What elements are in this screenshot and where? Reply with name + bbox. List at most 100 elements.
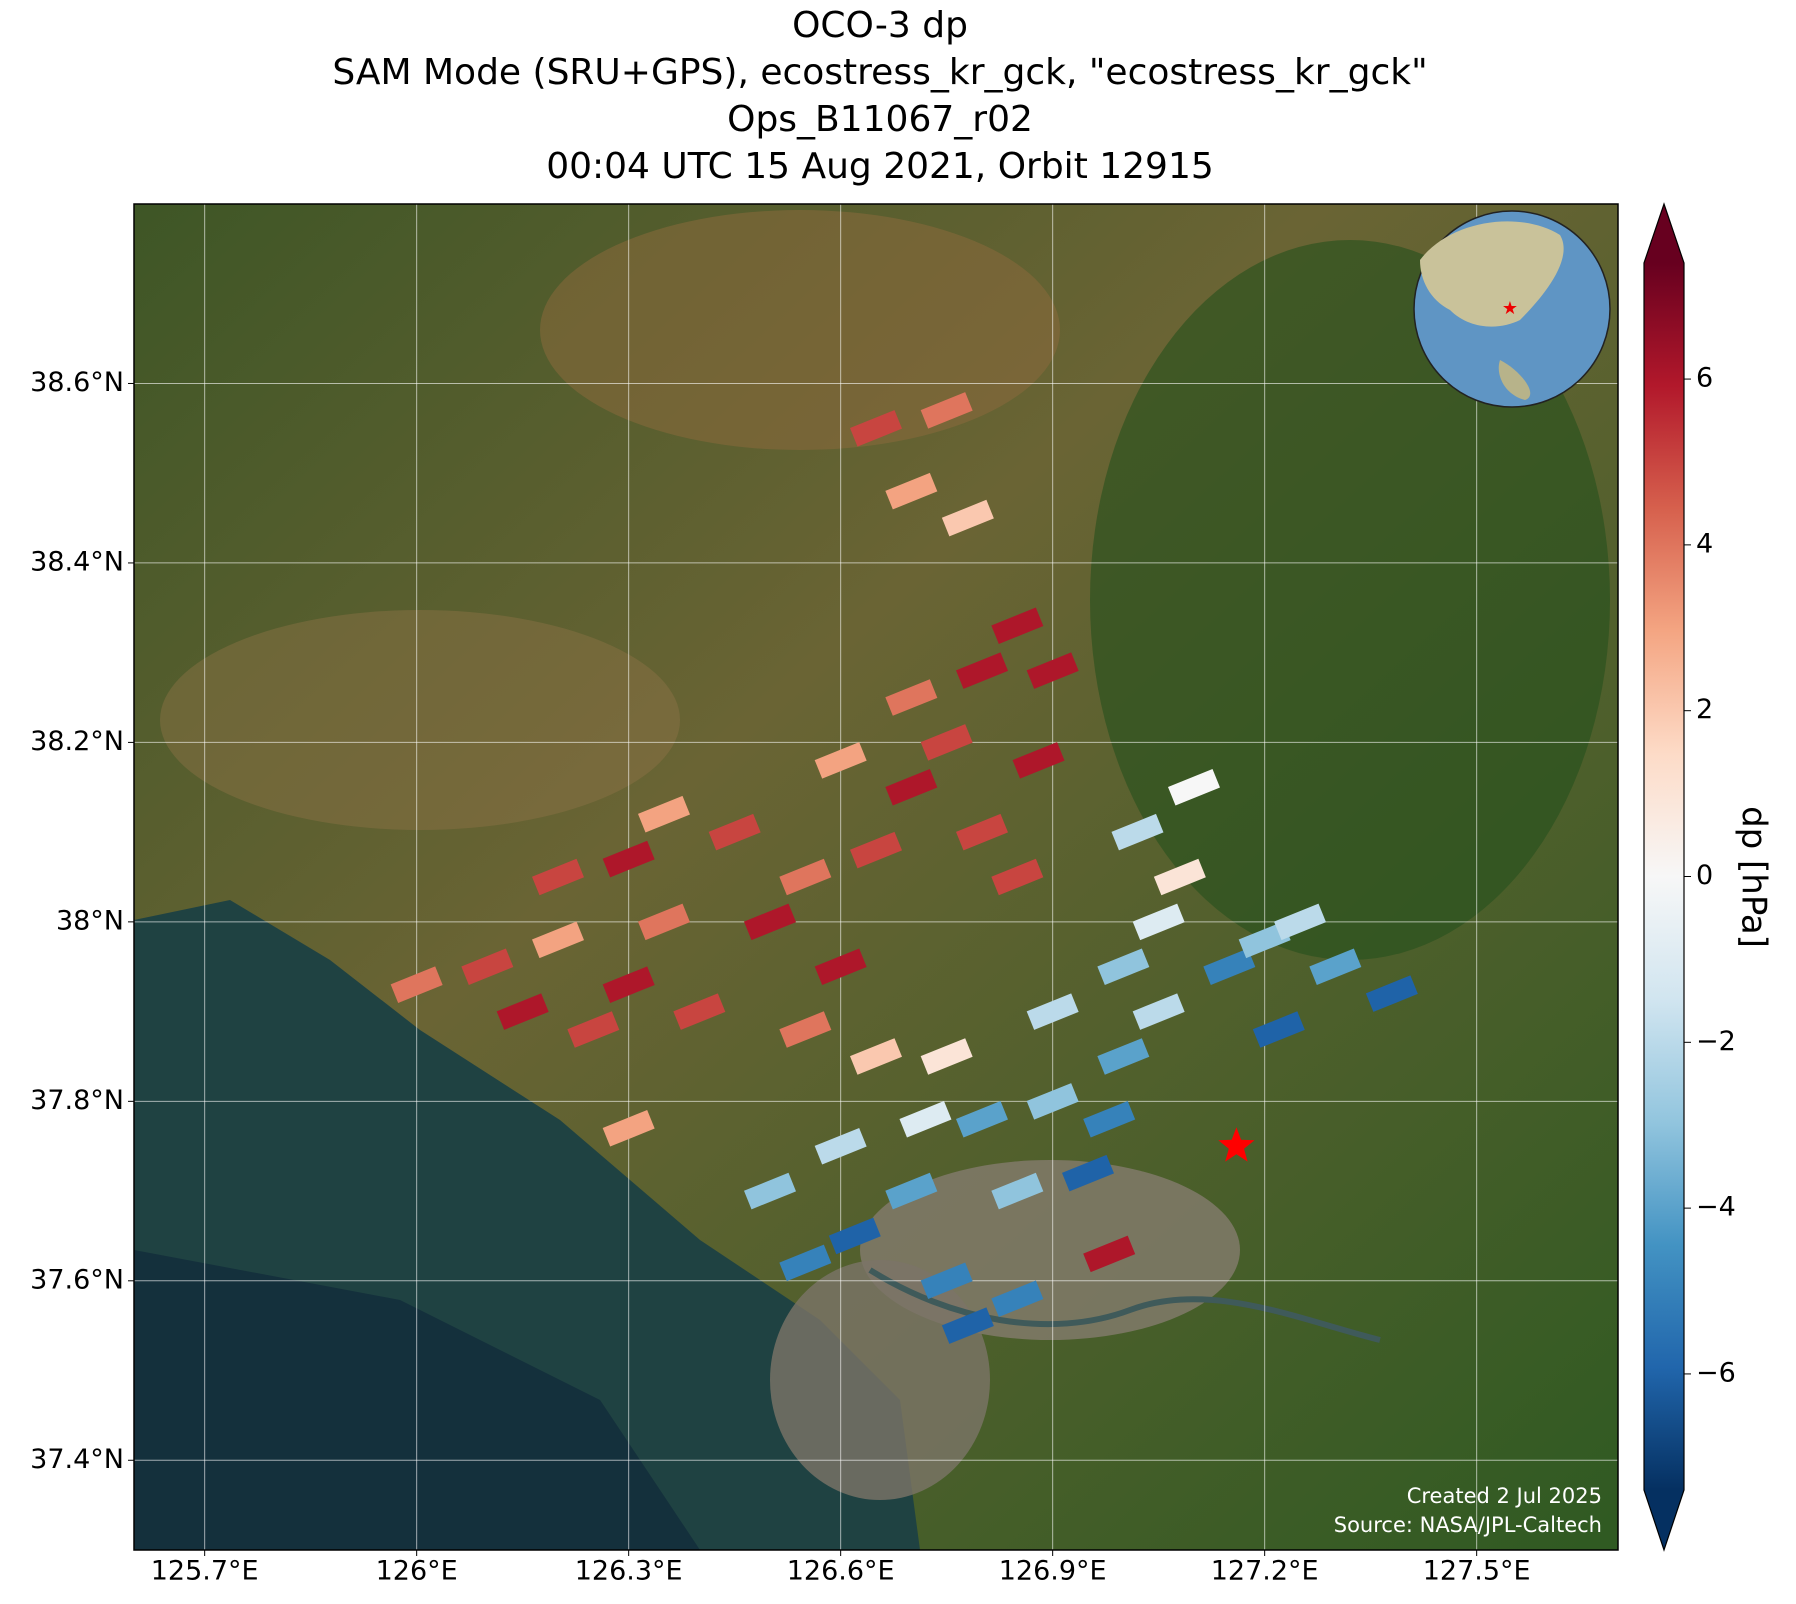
sounding	[638, 795, 690, 833]
sounding	[991, 1280, 1044, 1318]
sounding	[1203, 948, 1256, 985]
soundings	[390, 392, 1418, 1344]
sounding	[1097, 1038, 1150, 1075]
sounding	[828, 1217, 881, 1255]
sounding	[1026, 1083, 1079, 1120]
x-tick-label: 125.7°E	[151, 1556, 259, 1587]
sounding	[779, 1011, 832, 1048]
sounding	[885, 1172, 938, 1210]
colorbar-tick-label: −2	[1696, 1026, 1736, 1057]
y-tick-label: 37.8°N	[30, 1085, 124, 1116]
x-tick-label: 126.6°E	[787, 1556, 895, 1587]
sounding	[920, 1038, 973, 1075]
sounding	[567, 1011, 620, 1048]
x-tick-label: 127.2°E	[1211, 1556, 1319, 1587]
sounding	[956, 813, 1008, 851]
sounding	[496, 993, 549, 1030]
sounding	[885, 769, 938, 806]
sounding	[1309, 948, 1362, 985]
sounding	[390, 966, 443, 1003]
colorbar-extend-bottom	[1644, 1490, 1684, 1550]
sounding	[941, 1307, 994, 1344]
sounding	[532, 858, 584, 896]
sounding	[920, 1262, 973, 1300]
sounding	[602, 840, 655, 878]
sounding	[991, 607, 1044, 645]
sounding	[638, 903, 690, 941]
y-tick-label: 38.6°N	[30, 367, 124, 398]
sounding	[941, 499, 994, 537]
sounding	[956, 652, 1008, 689]
sounding	[850, 1038, 902, 1075]
colorbar-tick-label: 4	[1696, 528, 1713, 559]
sounding	[850, 831, 902, 869]
x-tick-label: 126.3°E	[575, 1556, 683, 1587]
target-marker	[1218, 1127, 1255, 1162]
basemap	[134, 204, 1618, 1550]
sounding	[779, 858, 832, 896]
colorbar-outline	[1643, 202, 1685, 1552]
colorbar-tick-label: −4	[1696, 1192, 1736, 1223]
title-line: OCO-3 dp	[792, 5, 968, 46]
sounding	[532, 921, 584, 959]
sounding	[814, 742, 867, 779]
title-line: 00:04 UTC 15 Aug 2021, Orbit 12915	[546, 146, 1214, 187]
title-line: Ops_B11067_r02	[727, 99, 1033, 140]
sounding	[920, 392, 973, 429]
sounding	[708, 813, 761, 851]
sounding	[1132, 903, 1185, 941]
x-tick-label: 126°E	[376, 1556, 458, 1587]
y-tick-label: 38.2°N	[30, 726, 124, 757]
sounding	[1083, 1235, 1136, 1273]
sounding	[673, 993, 726, 1030]
sounding	[1365, 975, 1418, 1012]
sounding	[602, 1109, 655, 1147]
y-tick-label: 38.4°N	[30, 546, 124, 577]
sounding	[885, 472, 938, 510]
colorbar	[1644, 263, 1684, 1490]
sounding	[956, 1101, 1008, 1138]
sounding	[899, 1101, 952, 1138]
grid	[134, 204, 1618, 1550]
source-note: Source: NASA/JPL-Caltech	[1334, 1513, 1602, 1537]
sounding	[1153, 858, 1206, 896]
sounding	[920, 724, 973, 761]
colorbar-tick-label: 6	[1696, 363, 1713, 394]
sounding	[1012, 742, 1065, 779]
sounding	[991, 1172, 1044, 1210]
sounding	[602, 966, 655, 1003]
colorbar-extend-top	[1644, 204, 1684, 263]
svg-text:★: ★	[1502, 298, 1518, 319]
sounding	[1252, 1011, 1305, 1048]
sounding	[1083, 1101, 1136, 1138]
sounding	[1274, 903, 1326, 941]
title-line: SAM Mode (SRU+GPS), ecostress_kr_gck, "e…	[332, 52, 1427, 93]
colorbar-tick-label: 0	[1696, 860, 1713, 891]
sounding	[779, 1244, 832, 1282]
x-tick-label: 127.5°E	[1423, 1556, 1531, 1587]
created-note: Created 2 Jul 2025	[1407, 1484, 1602, 1508]
sounding	[1026, 993, 1079, 1030]
sounding	[744, 903, 796, 941]
sounding	[1168, 769, 1220, 806]
sounding	[461, 948, 514, 985]
sounding	[1026, 652, 1079, 689]
sounding	[1132, 993, 1185, 1030]
sounding	[1238, 921, 1291, 959]
sounding	[1097, 948, 1150, 985]
x-tick-label: 126.9°E	[999, 1556, 1107, 1587]
map-frame	[133, 203, 1619, 1551]
colorbar-tick-label: −6	[1696, 1357, 1736, 1388]
sounding	[814, 1127, 867, 1165]
sounding	[814, 948, 867, 985]
sounding	[1111, 813, 1164, 851]
y-tick-label: 37.4°N	[30, 1444, 124, 1475]
sounding	[1062, 1154, 1114, 1192]
sounding	[744, 1172, 796, 1210]
globe-inset: ★	[1413, 210, 1611, 408]
sounding	[885, 679, 938, 716]
sounding	[991, 858, 1044, 896]
y-tick-label: 37.6°N	[30, 1264, 124, 1295]
colorbar-tick-label: 2	[1696, 694, 1713, 725]
